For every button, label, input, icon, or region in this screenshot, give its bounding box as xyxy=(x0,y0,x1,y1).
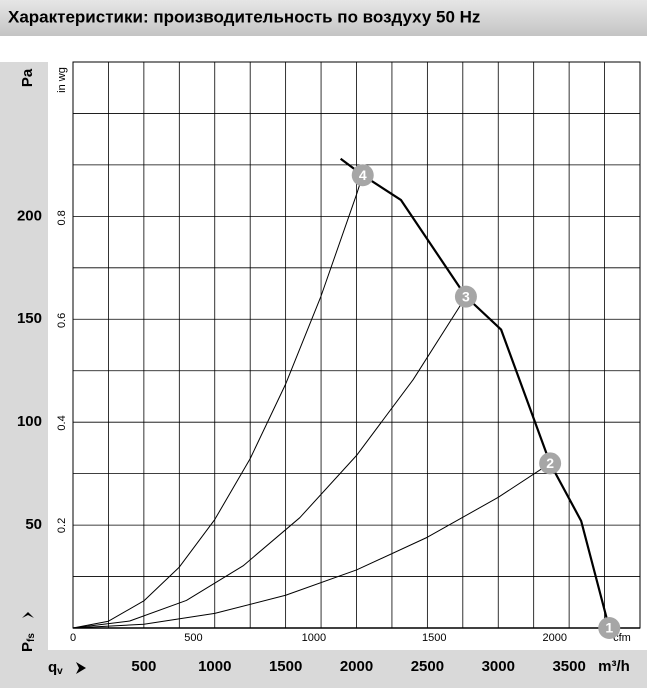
y-axis-label: Pa xyxy=(19,68,36,87)
bottom-band xyxy=(0,650,647,688)
x-tick-label: 3500 xyxy=(552,658,585,675)
curve xyxy=(72,462,551,629)
point-label: 3 xyxy=(462,288,470,304)
x2-tick-label: 2000 xyxy=(542,632,566,644)
y-quantity: Pfs xyxy=(19,633,37,652)
y-tick-label: 50 xyxy=(25,516,42,533)
x2-tick-label: 500 xyxy=(184,632,202,644)
operating-point xyxy=(539,452,562,475)
x-tick-label: 500 xyxy=(131,658,156,675)
x-tick-label: 2500 xyxy=(411,658,444,675)
x-quantity: qv xyxy=(48,659,63,677)
x-tick-label: 1000 xyxy=(198,658,231,675)
x2-tick-label: 1000 xyxy=(302,632,326,644)
operating-point xyxy=(454,285,477,308)
curve xyxy=(72,296,467,629)
x-arrow xyxy=(76,662,86,674)
operating-point xyxy=(598,617,621,639)
operating-point xyxy=(351,164,374,187)
x-axis-label: m³/h xyxy=(598,658,630,675)
y2-tick-label: 0.4 xyxy=(56,415,68,430)
x2-tick-label: 0 xyxy=(70,632,76,644)
point-label: 1 xyxy=(605,620,613,636)
plot-area xyxy=(72,61,641,629)
y-arrow xyxy=(22,612,34,618)
x-tick-label: 2000 xyxy=(340,658,373,675)
y2-axis-label: in wg xyxy=(56,67,68,93)
y2-tick-label: 0.6 xyxy=(56,313,68,328)
x-tick-label: 3000 xyxy=(482,658,515,675)
y-tick-label: 150 xyxy=(17,310,42,327)
title-bar xyxy=(0,0,647,36)
chart-title: Характеристики: производительность по во… xyxy=(8,7,480,26)
left-band xyxy=(0,62,48,688)
y2-tick-label: 0.8 xyxy=(56,210,68,225)
y-tick-label: 200 xyxy=(17,207,42,224)
point-label: 4 xyxy=(359,167,367,183)
y-tick-label: 100 xyxy=(17,413,42,430)
y2-tick-label: 0.2 xyxy=(56,518,68,533)
x-tick-label: 1500 xyxy=(269,658,302,675)
point-label: 2 xyxy=(546,455,554,471)
curve xyxy=(72,175,364,629)
x2-tick-label: 1500 xyxy=(422,632,446,644)
